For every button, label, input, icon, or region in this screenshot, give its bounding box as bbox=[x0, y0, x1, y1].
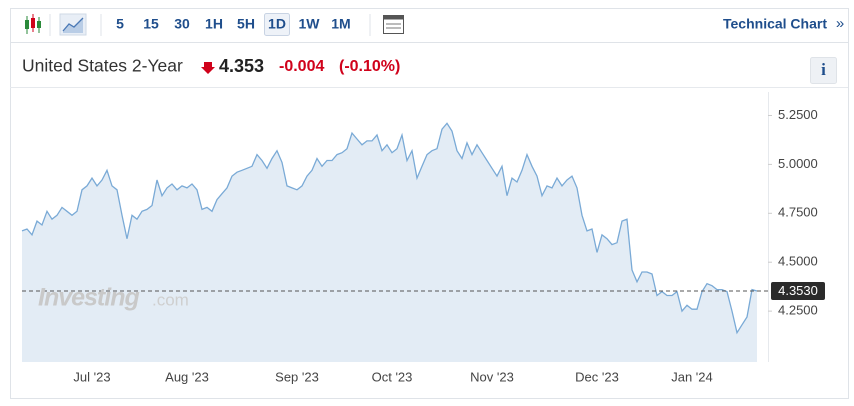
candle-icon[interactable] bbox=[25, 14, 41, 34]
x-tick-label: Sep '23 bbox=[275, 369, 319, 384]
link-arrow[interactable]: » bbox=[836, 15, 844, 32]
table-icon[interactable] bbox=[383, 15, 404, 34]
interval-button[interactable]: 1W bbox=[299, 16, 321, 32]
x-tick-label: Dec '23 bbox=[575, 369, 619, 384]
x-tick-label: Nov '23 bbox=[470, 369, 514, 384]
interval-button[interactable]: 5 bbox=[116, 16, 124, 32]
watermark-suffix: .com bbox=[152, 290, 189, 309]
area-fill bbox=[22, 123, 757, 362]
y-tick-label: 4.5000 bbox=[778, 254, 818, 269]
y-tick-label: 4.7500 bbox=[778, 205, 818, 220]
percent-change: (-0.10%) bbox=[339, 58, 400, 75]
down-arrow bbox=[201, 62, 215, 74]
info-button[interactable] bbox=[810, 57, 837, 84]
interval-button[interactable]: 1H bbox=[205, 16, 223, 32]
x-tick-label: Jan '24 bbox=[671, 369, 713, 384]
x-tick-label: Aug '23 bbox=[165, 369, 209, 384]
interval-button[interactable]: 15 bbox=[143, 16, 159, 32]
instrument-name: United States 2-Year bbox=[22, 56, 183, 76]
x-tick-label: Oct '23 bbox=[372, 369, 413, 384]
technical-chart-link[interactable]: Technical Chart bbox=[723, 16, 827, 32]
y-tick-label: 5.0000 bbox=[778, 156, 818, 171]
y-tick-label: 4.2500 bbox=[778, 303, 818, 318]
interval-button[interactable]: 1D bbox=[268, 16, 286, 32]
interval-button[interactable]: 30 bbox=[174, 16, 190, 32]
current-price-box bbox=[771, 281, 825, 300]
y-tick-label: 5.2500 bbox=[778, 107, 818, 122]
x-tick-label: Jul '23 bbox=[73, 369, 110, 384]
interval-button[interactable]: 5H bbox=[237, 16, 255, 32]
last-price: 4.353 bbox=[219, 56, 264, 76]
price-line bbox=[21, 122, 758, 335]
info-icon[interactable]: i bbox=[821, 60, 826, 79]
interval-button[interactable]: 1M bbox=[331, 16, 350, 32]
area-icon[interactable] bbox=[59, 13, 87, 36]
interval-group: 5 15 30 1H 5H 1D 1W 1M bbox=[116, 13, 351, 36]
plot-area: 4.2500 4.5000 4.7500 5.0000 5.2500 Jul '23 Aug… bbox=[21, 92, 825, 384]
watermark: Investing bbox=[38, 284, 139, 312]
current-price-label: 4.3530 bbox=[778, 283, 818, 298]
price-change: -0.004 bbox=[279, 58, 324, 75]
interval-selected-box bbox=[264, 13, 290, 36]
